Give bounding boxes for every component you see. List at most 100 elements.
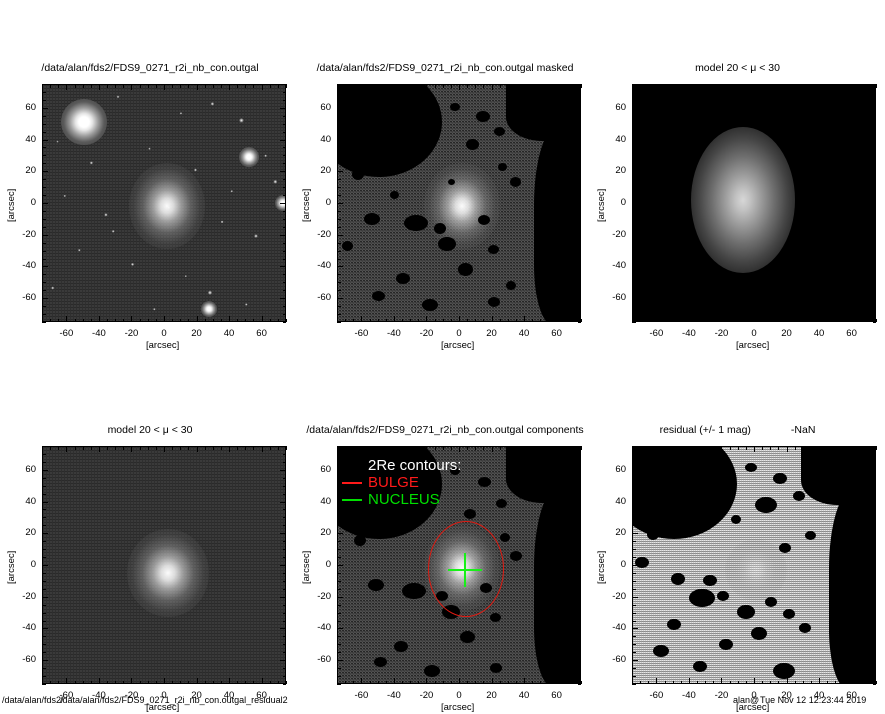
footer-timestamp: Tue Nov 12 12:23:44 2019 xyxy=(760,695,867,705)
y-tick-label: 0 xyxy=(620,559,626,570)
mask-region xyxy=(717,591,729,601)
model-profile xyxy=(127,529,209,617)
y-tick-label: 40 xyxy=(25,495,36,507)
y-tick-label: -40 xyxy=(317,260,331,272)
x-tick-row-model: -60 -40 -20 0 20 40 60 xyxy=(649,328,857,339)
mask-region xyxy=(635,557,649,568)
panel-title-model-noise: model 20 < μ < 30 xyxy=(107,424,193,436)
mask-region xyxy=(779,543,791,553)
panel-title-residual-main: residual (+/- 1 mag) xyxy=(659,424,751,436)
x-tick-row-components: -60 -40 -20 0 20 40 60 xyxy=(354,690,562,701)
y-axis-title-original: [arcsec] xyxy=(6,188,17,222)
mask-region xyxy=(693,661,707,672)
mask-region xyxy=(488,297,500,307)
mask-region xyxy=(476,111,490,122)
bright-star xyxy=(61,99,107,145)
y-tick-label: 40 xyxy=(320,133,331,145)
plot-area-model-noise[interactable] xyxy=(42,446,287,685)
bulge-contour-ellipse xyxy=(428,521,504,617)
panel-model[interactable]: model 20 < μ < 30 -60 -40 -20 0 20 40 60 [arcs… xyxy=(590,62,885,362)
mask-region xyxy=(653,645,669,657)
mask-region xyxy=(510,551,522,561)
bright-star xyxy=(275,195,285,211)
y-axis-title-masked: [arcsec] xyxy=(301,188,312,222)
legend-label-bulge: BULGE xyxy=(368,474,419,491)
mask-region xyxy=(745,463,757,472)
model-profile xyxy=(691,127,795,273)
y-tick-label: 60 xyxy=(320,101,331,113)
mask-region xyxy=(496,499,507,508)
y-tick-label: -60 xyxy=(22,654,36,666)
mask-region xyxy=(719,639,733,650)
y-tick-label: -60 xyxy=(612,654,626,666)
mask-region xyxy=(374,657,387,667)
panel-residual[interactable]: residual (+/- 1 mag) -NaN xyxy=(590,424,885,714)
panel-original[interactable]: /data/alan/fds2/FDS9_0271_r2i_nb_con.out… xyxy=(0,62,300,362)
plot-area-original[interactable] xyxy=(42,84,287,323)
y-tick-label: -20 xyxy=(22,228,36,240)
y-tick-label: 20 xyxy=(320,527,331,539)
panel-title-original: /data/alan/fds2/FDS9_0271_r2i_nb_con.out… xyxy=(41,62,259,74)
mask-region xyxy=(460,631,475,643)
mask-region xyxy=(765,597,777,607)
footer-path-prefix: /data/alan/fds2/ xyxy=(2,695,64,705)
y-axis-title-components: [arcsec] xyxy=(301,550,312,584)
y-axis-title-residual: [arcsec] xyxy=(596,550,607,584)
y-tick-label: 40 xyxy=(615,495,626,507)
mask-region xyxy=(424,665,440,677)
mask-region xyxy=(372,291,385,301)
panel-title-components: /data/alan/fds2/FDS9_0271_r2i_nb_con.out… xyxy=(306,424,584,436)
panel-components[interactable]: /data/alan/fds2/FDS9_0271_r2i_nb_con.out… xyxy=(295,424,595,714)
contour-legend: 2Re contours: BULGE NUCLEUS xyxy=(342,457,461,508)
y-tick-label: -40 xyxy=(612,622,626,634)
x-axis-title-original: [arcsec] xyxy=(146,340,180,351)
mask-region xyxy=(448,179,455,185)
plot-area-components[interactable]: 2Re contours: BULGE NUCLEUS xyxy=(337,446,582,685)
y-tick-label: 20 xyxy=(615,527,626,539)
mask-region xyxy=(434,223,446,234)
y-tick-label: 0 xyxy=(30,197,36,208)
legend-swatch-bulge xyxy=(342,481,362,484)
mask-region xyxy=(799,623,811,633)
y-tick-label: -20 xyxy=(612,228,626,240)
legend-swatch-nucleus xyxy=(342,498,362,501)
plot-area-residual[interactable] xyxy=(632,446,877,685)
panel-title-residual-value: -NaN xyxy=(790,424,816,436)
plot-area-masked[interactable] xyxy=(337,84,582,323)
plot-frame-original xyxy=(42,84,286,322)
mask-region xyxy=(829,489,875,683)
panel-masked[interactable]: /data/alan/fds2/FDS9_0271_r2i_nb_con.out… xyxy=(295,62,595,362)
mask-region xyxy=(667,619,681,630)
x-tick-row-original: -60 -40 -20 0 20 40 60 xyxy=(59,328,267,339)
y-axis-title-model-noise: [arcsec] xyxy=(6,550,17,584)
mask-region xyxy=(364,213,380,225)
plot-frame-model-noise xyxy=(42,446,286,684)
y-tick-label: 0 xyxy=(30,559,36,570)
mask-region xyxy=(793,491,805,501)
legend-item-bulge: BULGE xyxy=(342,474,461,491)
plot-frame-components: 2Re contours: BULGE NUCLEUS xyxy=(337,446,581,684)
target-galaxy xyxy=(424,163,500,249)
bright-star xyxy=(239,147,259,167)
y-tick-label: -40 xyxy=(317,622,331,634)
y-tick-label: -60 xyxy=(612,292,626,304)
y-tick-label: 60 xyxy=(615,101,626,113)
mask-region xyxy=(478,477,491,487)
mask-region xyxy=(404,215,428,231)
mask-region xyxy=(464,509,476,519)
y-tick-label: 20 xyxy=(25,527,36,539)
y-tick-label: -60 xyxy=(317,292,331,304)
panel-model-noise[interactable]: model 20 < μ < 30 -60 -40 -20 0 20 40 60 [arcs… xyxy=(0,424,300,714)
y-tick-label: -40 xyxy=(22,622,36,634)
y-tick-label: 40 xyxy=(320,495,331,507)
mask-region xyxy=(438,237,456,251)
y-tick-label: -20 xyxy=(317,590,331,602)
mask-region xyxy=(354,535,366,546)
y-tick-label: 60 xyxy=(25,463,36,475)
mask-region xyxy=(390,191,399,199)
y-tick-label: 40 xyxy=(25,133,36,145)
plot-area-model[interactable] xyxy=(632,84,877,323)
mask-region xyxy=(534,125,580,321)
mask-region xyxy=(458,263,473,276)
